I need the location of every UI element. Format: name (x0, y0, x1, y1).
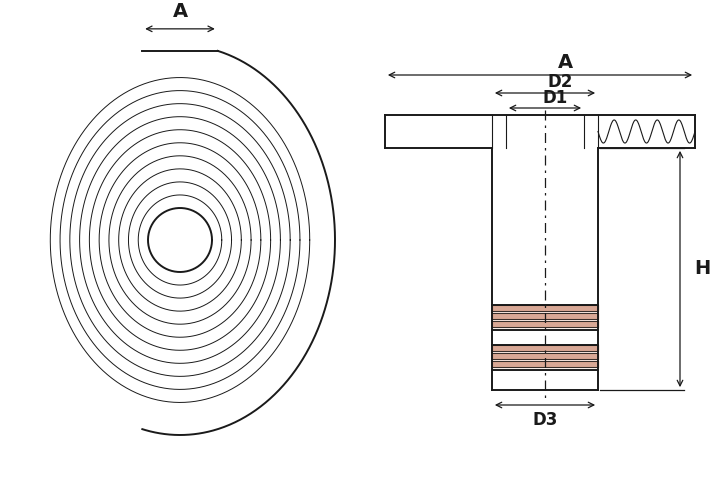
Text: A: A (172, 2, 188, 21)
Text: D3: D3 (532, 411, 558, 429)
Text: H: H (694, 260, 710, 278)
Text: D2: D2 (547, 73, 572, 91)
Text: D1: D1 (542, 89, 567, 107)
Text: A: A (557, 53, 572, 72)
